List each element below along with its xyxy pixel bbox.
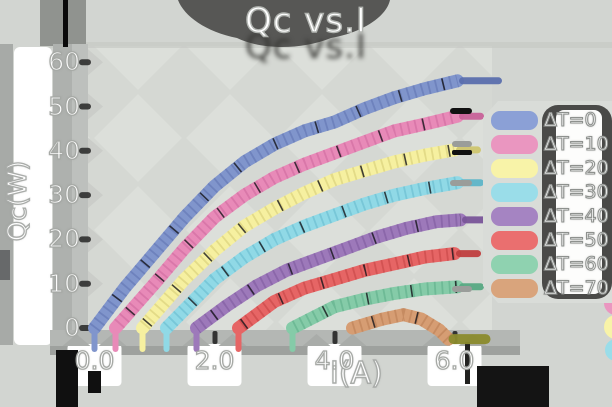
y-tick-mark (79, 325, 91, 331)
y-tick-label: 40 (48, 135, 81, 165)
axis-hump (62, 334, 91, 346)
x-tick-label: 4.0 (314, 345, 355, 375)
legend-label: ΔT=10 (544, 132, 609, 155)
series-hatching (137, 143, 456, 333)
legend-item: ΔT=50 (491, 228, 612, 252)
axis-chevron (88, 49, 103, 76)
legend-item: ΔT=60 (491, 252, 612, 276)
legend-item: ΔT=0 (491, 108, 612, 132)
series-ΔT=20 (136, 143, 481, 352)
legend: ΔT=0 ΔT=10 ΔT=20 ΔT=30 ΔT=40 ΔT=50 ΔT=60 ΔT=70 (483, 101, 612, 303)
legend-swatch (491, 231, 538, 250)
y-tick-mark (79, 59, 91, 66)
y-tick-label: 60 (48, 47, 81, 77)
y-tick-mark (79, 147, 91, 154)
series-ΔT=70 (346, 308, 491, 346)
legend-label: ΔT=20 (544, 156, 609, 179)
series-band (160, 176, 464, 335)
axis-chevron (88, 226, 103, 253)
series-band (109, 109, 464, 335)
legend-swatch (491, 207, 538, 226)
axis-hump (302, 334, 331, 346)
black-ink-blobs (56, 342, 549, 407)
series-ΔT=50 (232, 247, 481, 352)
legend-label: ΔT=60 (544, 252, 609, 275)
series-band (232, 247, 461, 335)
axis-chevron (88, 182, 103, 209)
y-tick-mark (79, 280, 91, 287)
series-hatching (89, 74, 460, 332)
legend-rows: ΔT=0 ΔT=10 ΔT=20 ΔT=30 ΔT=40 ΔT=50 ΔT=60 ΔT=70 (491, 108, 612, 303)
x-tick-patch (307, 344, 362, 386)
legend-swatch (491, 159, 538, 178)
series-ink-ticks (192, 213, 461, 333)
top-rule (40, 42, 612, 48)
y-tick-label: 20 (48, 224, 81, 254)
series-ΔT=40 (190, 213, 487, 352)
legend-swatch (491, 135, 538, 154)
x-tick-label: 0.0 (74, 345, 115, 375)
legend-swatch (491, 279, 538, 298)
axis-chevron (88, 270, 103, 297)
legend-item: ΔT=30 (491, 180, 612, 204)
legend-swatch (491, 255, 538, 274)
x-axis-label: I(A) (329, 355, 383, 391)
y-tick-label: 0 (63, 312, 80, 342)
x-tick-mark (332, 331, 338, 344)
y-tick-mark (79, 103, 91, 110)
clipped-edge-blob-cyan (605, 339, 612, 361)
axis-chevron (88, 137, 103, 164)
legend-label: ΔT=40 (544, 204, 609, 227)
series-hatching (289, 280, 458, 334)
chart-title: Qc vs.I (244, 0, 367, 41)
x-tick-patch (187, 344, 242, 386)
clipped-edge-blob-yellow (604, 315, 612, 339)
axis-hump (338, 334, 367, 346)
y-axis-label: Qc(W) (2, 160, 33, 242)
y-tick-mark (79, 192, 91, 199)
axis-chevron (88, 93, 103, 120)
x-tick-label: 6.0 (434, 345, 475, 375)
y-tick-label: 30 (48, 179, 81, 210)
legend-swatch (491, 111, 538, 130)
legend-label: ΔT=50 (544, 228, 609, 251)
y-tick-label: 50 (48, 91, 81, 121)
x-tick-patch (67, 344, 122, 386)
legend-label: ΔT=30 (544, 180, 609, 203)
series-ΔT=10 (109, 109, 484, 352)
legend-item: ΔT=70 (491, 276, 612, 300)
series-band (346, 308, 455, 346)
y-tick-mark (79, 236, 91, 243)
legend-item: ΔT=20 (491, 156, 612, 180)
legend-item: ΔT=10 (491, 132, 612, 156)
data-series-layer (88, 74, 502, 352)
series-ΔT=0 (88, 74, 502, 352)
legend-strip (556, 110, 602, 294)
x-tick-label: 2.0 (194, 345, 235, 375)
legend-label: ΔT=0 (544, 108, 597, 131)
legend-item: ΔT=40 (491, 204, 612, 228)
x-tick-mark (212, 331, 218, 344)
title-shadow (178, 0, 390, 47)
legend-swatch (491, 183, 538, 202)
legend-label: ΔT=70 (544, 276, 609, 299)
y-tick-label: 10 (48, 268, 81, 298)
